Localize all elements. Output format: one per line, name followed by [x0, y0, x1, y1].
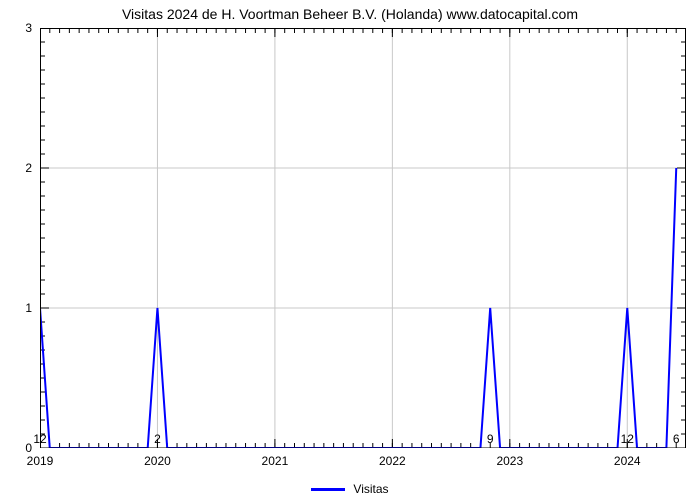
- x-tick-label: 2024: [614, 448, 641, 468]
- data-label: 2: [154, 432, 161, 446]
- chart-container: Visitas 2024 de H. Voortman Beheer B.V. …: [0, 0, 700, 500]
- x-tick-label: 2022: [379, 448, 406, 468]
- legend: Visitas: [0, 482, 700, 496]
- x-tick-label: 2023: [496, 448, 523, 468]
- data-label: 12: [33, 432, 46, 446]
- y-tick-label: 1: [25, 301, 40, 315]
- legend-label: Visitas: [353, 482, 388, 496]
- legend-line: [311, 488, 345, 491]
- x-tick-label: 2021: [262, 448, 289, 468]
- y-tick-label: 3: [25, 21, 40, 35]
- x-tick-label: 2020: [144, 448, 171, 468]
- x-tick-label: 2019: [27, 448, 54, 468]
- data-label: 9: [487, 432, 494, 446]
- data-label: 6: [673, 432, 680, 446]
- data-label: 12: [621, 432, 634, 446]
- y-tick-label: 2: [25, 161, 40, 175]
- chart-title: Visitas 2024 de H. Voortman Beheer B.V. …: [0, 6, 700, 22]
- plot-area: 01232019202020212022202320241229126: [40, 28, 686, 448]
- plot-svg: [40, 28, 686, 448]
